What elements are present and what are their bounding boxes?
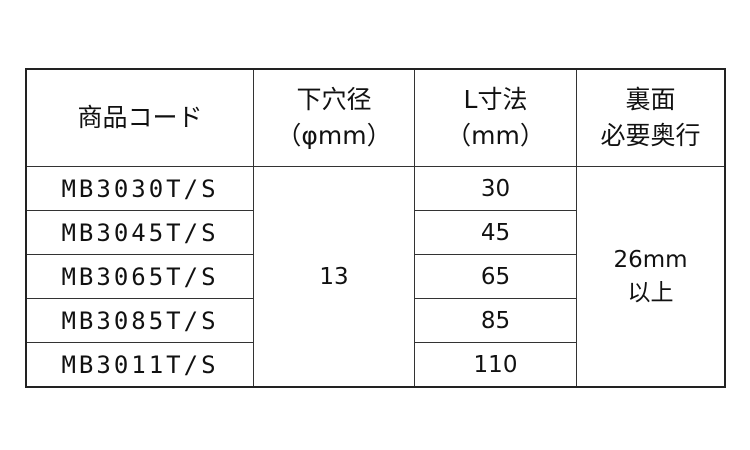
header-depth-line2: 必要奥行 [600, 121, 701, 150]
product-code-cell: MB3030T/S [25, 166, 254, 211]
length-cell: 30 [414, 166, 577, 211]
length-cell: 45 [414, 210, 577, 255]
length-cell: 85 [414, 298, 577, 343]
product-spec-table: 商品コード 下穴径 （φmm） L寸法 （mm） 裏面必要奥行 MB3030T/S … [25, 68, 726, 388]
header-hole-diameter: 下穴径 （φmm） [253, 68, 415, 167]
header-hole-diameter-line1: 下穴径 [296, 85, 372, 114]
length-cell: 110 [414, 342, 577, 388]
header-length-line2: （mm） [446, 121, 545, 150]
header-depth: 裏面 必要奥行 [576, 68, 726, 167]
table-row: MB3045T/S 45 [25, 210, 725, 255]
header-length: L寸法 （mm） [414, 68, 577, 167]
depth-suffix: 以上 [627, 279, 674, 306]
product-code-cell: MB3065T/S [25, 254, 254, 299]
table-row: MB3011T/S 110 [25, 342, 725, 388]
product-code-cell: MB3045T/S [25, 210, 254, 255]
length-cell: 65 [414, 254, 577, 299]
product-code-cell: MB3085T/S [25, 298, 254, 343]
header-depth-line1: 裏面 [625, 85, 676, 114]
header-length-line1: L寸法 [463, 85, 528, 114]
hole-diameter-cell: 13 [253, 166, 415, 388]
header-row: 商品コード 下穴径 （φmm） L寸法 （mm） 裏面必要奥行 [25, 68, 726, 167]
header-hole-diameter-line2: （φmm） [276, 121, 392, 150]
product-code-cell: MB3011T/S [25, 342, 254, 388]
table-row: MB3030T/S 13 30 26mm 以上 [25, 166, 726, 388]
depth-cell: 26mm 以上 [576, 166, 726, 388]
header-product-code: 商品コード [25, 68, 254, 167]
table-row: MB3085T/S 85 [25, 298, 725, 343]
depth-value: 26mm [613, 246, 688, 273]
